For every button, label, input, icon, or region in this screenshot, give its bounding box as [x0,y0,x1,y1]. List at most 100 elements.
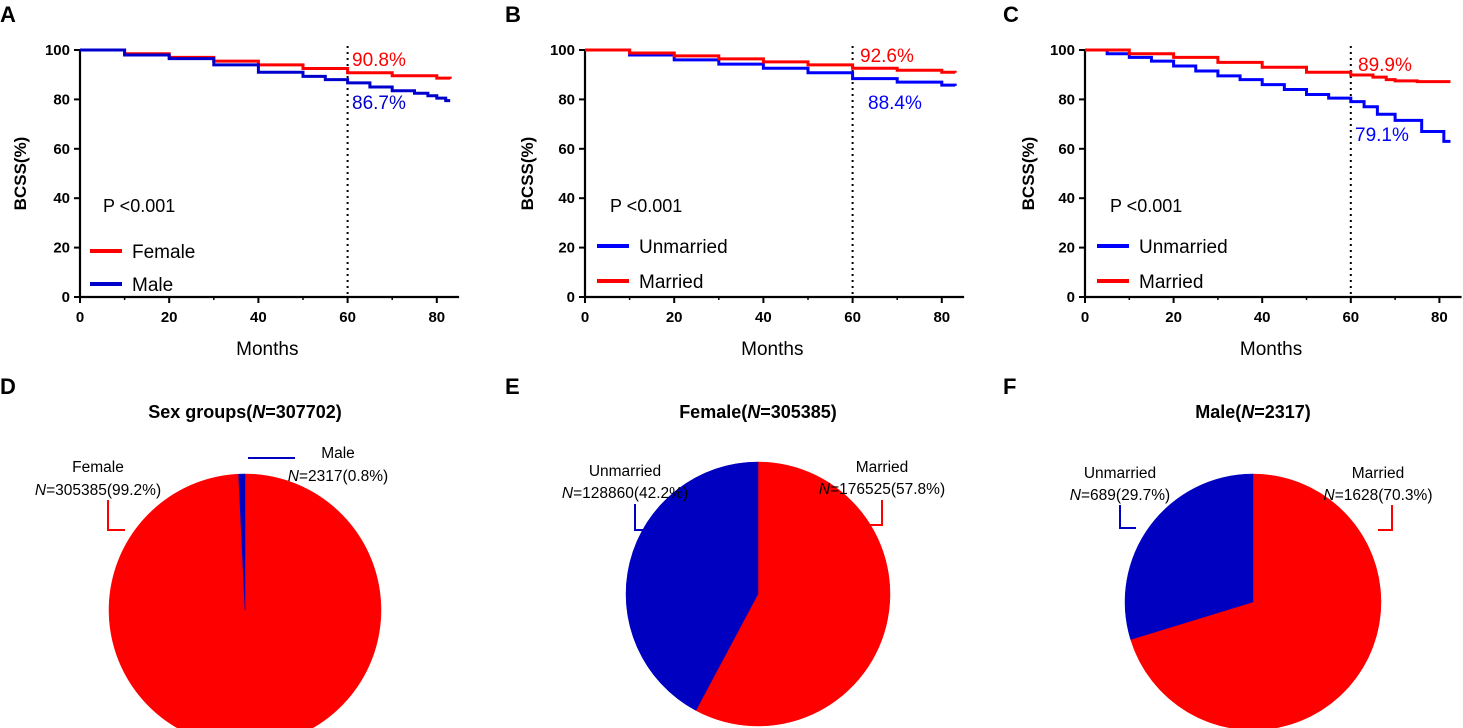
pie-slice-male [238,473,246,611]
pie-label-count-unmarried: N=128860(42.2%) [562,485,688,502]
pie-title-suffix: =2317) [1254,402,1311,422]
panel-b: B 0 20 40 60 80 100 0 20 40 60 80 Months BCSS(%) P <0.… [505,2,965,360]
pie-label-connector-unmarried [1119,505,1136,529]
pie-label-value: =305385(99.2%) [46,482,161,499]
pie-slice-unmarried [1124,473,1254,640]
x-tick-label: 0 [76,309,84,326]
pie-label-count-unmarried: N=689(29.7%) [1070,487,1170,504]
y-axis-title: BCSS(%) [11,137,30,211]
endpoint-value-label: 90.8% [352,50,406,71]
x-tick-label: 60 [1342,309,1359,326]
pie-title: Male(N=2317) [1195,402,1311,422]
y-tick-label: 40 [53,190,70,207]
pie-label-name-married: Married [856,459,909,476]
x-tick-label: 20 [1165,309,1182,326]
x-tick-label: 60 [844,309,861,326]
endpoint-value-label: 89.9% [1358,55,1412,76]
y-tick-label: 20 [558,240,575,257]
x-tick-label: 60 [339,309,356,326]
survival-curve-unmarried [1085,48,1451,143]
pie-label-connector-unmarried [634,504,650,531]
y-tick-label: 80 [558,91,575,108]
survival-curve-married [585,48,957,74]
pie-label-n: N [35,482,47,499]
panel-letter: C [1003,2,1019,27]
pie-title-suffix: =307702) [265,402,342,422]
pie-label-count-married: N=176525(57.8%) [819,481,945,498]
p-value: P <0.001 [610,196,682,216]
y-tick-label: 100 [1050,42,1075,59]
x-tick-label: 40 [1254,309,1271,326]
pie-title: Female(N=305385) [679,402,837,422]
panel-letter: F [1003,374,1016,399]
panel-letter: A [0,2,16,27]
y-tick-label: 100 [550,42,575,59]
y-tick-label: 20 [1058,240,1075,257]
pie-slice-unmarried [625,461,759,711]
panel-e: EFemale(N=305385)MarriedN=176525(57.8%)U… [505,374,945,727]
x-axis-title: Months [236,339,298,360]
legend-label-female: Female [132,242,195,263]
x-axis-title: Months [1240,339,1302,360]
pie-title-n: N [252,402,266,422]
panel-a: A 0 20 40 60 80 100 0 20 40 60 80 Months BCSS(%) P <0.… [0,2,460,360]
endpoint-value-label: 86.7% [352,93,406,114]
endpoint-value-label: 92.6% [860,46,914,67]
p-value: P <0.001 [103,196,175,216]
y-tick-label: 20 [53,240,70,257]
legend-label-unmarried: Unmarried [639,237,728,258]
pie-title-prefix: Male( [1195,402,1241,422]
p-value: P <0.001 [1110,196,1182,216]
x-tick-label: 40 [755,309,772,326]
y-tick-label: 80 [53,91,70,108]
y-tick-label: 40 [558,190,575,207]
x-tick-label: 0 [1081,309,1089,326]
survival-curve-married [1085,48,1451,84]
pie-label-name-female: Female [72,459,124,476]
x-axis-title: Months [741,339,803,360]
panel-c: C 0 20 40 60 80 100 0 20 40 60 80 Months BCSS(%) P <0.… [1003,2,1462,360]
endpoint-value-label: 79.1% [1355,125,1409,146]
x-tick-label: 20 [666,309,683,326]
panel-letter: D [0,374,16,399]
y-tick-label: 0 [62,289,70,306]
x-tick-label: 40 [250,309,267,326]
y-tick-label: 60 [1058,141,1075,158]
pie-slice-married [1130,473,1382,728]
pie-label-value: =689(29.7%) [1081,487,1170,504]
y-axis-title: BCSS(%) [1019,137,1038,211]
legend-label-male: Male [132,275,173,296]
pie-label-n: N [1070,487,1082,504]
panel-letter: E [505,374,520,399]
y-tick-label: 60 [558,141,575,158]
pie-title-n: N [747,402,761,422]
legend-label-unmarried: Unmarried [1139,237,1228,258]
pie-label-n: N [562,485,574,502]
pie-label-connector-married [866,500,883,526]
x-tick-label: 0 [581,309,589,326]
x-tick-label: 80 [1431,309,1448,326]
pie-slice-married [695,461,891,727]
pie-label-count-female: N=305385(99.2%) [35,482,161,499]
pie-label-value: =128860(42.2%) [573,485,688,502]
pie-title-prefix: Female( [679,402,747,422]
pie-label-value: =1628(70.3%) [1335,487,1433,504]
x-tick-label: 20 [161,309,178,326]
pie-title-suffix: =305385) [760,402,837,422]
pie-label-count-married: N=1628(70.3%) [1323,487,1432,504]
pie-label-value: =176525(57.8%) [830,481,945,498]
x-tick-label: 80 [428,309,445,326]
y-tick-label: 100 [45,42,70,59]
panel-f: FMale(N=2317)MarriedN=1628(70.3%)Unmarri… [1003,374,1433,728]
y-tick-label: 0 [1067,289,1075,306]
pie-label-n: N [1323,487,1335,504]
pie-label-count-male: N=2317(0.8%) [288,468,388,485]
x-tick-label: 80 [933,309,950,326]
y-tick-label: 40 [1058,190,1075,207]
y-axis-title: BCSS(%) [518,137,537,211]
legend-label-married: Married [1139,272,1203,293]
pie-label-name-married: Married [1352,465,1405,482]
pie-label-n: N [819,481,831,498]
